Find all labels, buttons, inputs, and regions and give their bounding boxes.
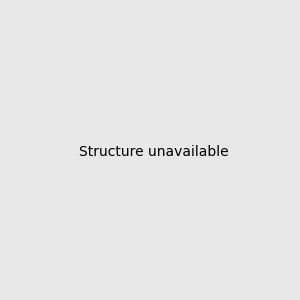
Text: Structure unavailable: Structure unavailable xyxy=(79,145,229,158)
